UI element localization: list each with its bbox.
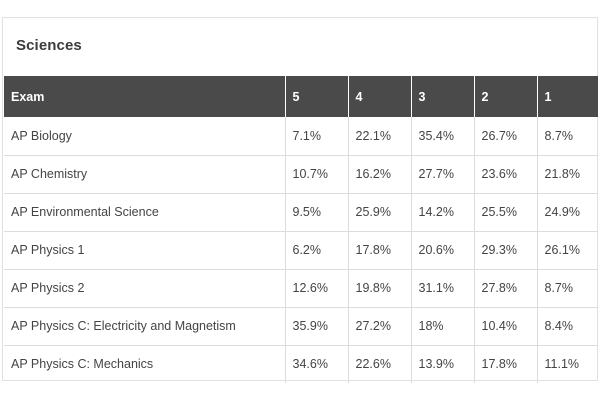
table-row: AP Biology 7.1% 22.1% 35.4% 26.7% 8.7%: [4, 117, 598, 156]
score-1-cell: 11.1%: [544, 357, 580, 372]
score-4-cell: 22.1%: [348, 117, 412, 156]
header-row: Exam 5 4 3 2 1: [4, 76, 598, 117]
table-header: Exam 5 4 3 2 1: [4, 76, 598, 117]
score-5-cell: 9.5%: [285, 193, 349, 232]
exam-name-cell: AP Biology: [4, 117, 286, 156]
header-score-3: 3: [411, 76, 475, 117]
score-3-cell: 13.9%: [411, 345, 475, 383]
score-1-cell: 21.8%: [537, 155, 598, 194]
score-2-cell: 10.4%: [474, 307, 538, 346]
score-3-cell: 18%: [411, 307, 475, 346]
table-row: AP Environmental Science 9.5% 25.9% 14.2…: [4, 193, 598, 232]
exam-name-cell: AP Physics C: Electricity and Magnetism: [4, 307, 286, 346]
score-1-cell: 24.9%: [537, 193, 598, 232]
header-score-5: 5: [285, 76, 349, 117]
table-row: AP Chemistry 10.7% 16.2% 27.7% 23.6% 21.…: [4, 155, 598, 194]
header-score-4: 4: [348, 76, 412, 117]
table-row: AP Physics C: Electricity and Magnetism …: [4, 307, 598, 346]
score-5-cell: 12.6%: [285, 269, 349, 308]
score-5-cell: 34.6%: [285, 345, 349, 383]
score-5-cell: 6.2%: [285, 231, 349, 270]
score-2-cell: 17.8%: [474, 345, 538, 383]
score-2-cell: 25.5%: [474, 193, 538, 232]
score-5-cell: 10.7%: [285, 155, 349, 194]
score-1-cell: 8.7%: [537, 269, 598, 308]
score-1-cell: 8.7%: [537, 117, 598, 156]
score-3-cell: 20.6%: [411, 231, 475, 270]
table-row: AP Physics C: Mechanics 34.6% 22.6% 13.9…: [4, 345, 598, 383]
score-4-cell: 25.9%: [348, 193, 412, 232]
table-row: AP Physics 2 12.6% 19.8% 31.1% 27.8% 8.7…: [4, 269, 598, 308]
score-3-cell: 31.1%: [411, 269, 475, 308]
table-row: AP Physics 1 6.2% 17.8% 20.6% 29.3% 26.1…: [4, 231, 598, 270]
score-2-cell: 26.7%: [474, 117, 538, 156]
score-2-cell: 27.8%: [474, 269, 538, 308]
score-3-cell: 14.2%: [411, 193, 475, 232]
score-4-cell: 16.2%: [348, 155, 412, 194]
sciences-card: Sciences Exam 5 4 3 2 1 AP Biology 7.1% …: [2, 17, 598, 383]
header-score-1: 1: [544, 89, 552, 104]
exam-name-cell: AP Physics 2: [4, 269, 286, 308]
header-score-2: 2: [474, 76, 538, 117]
score-5-cell: 35.9%: [285, 307, 349, 346]
score-3-cell: 27.7%: [411, 155, 475, 194]
exam-name-cell: AP Environmental Science: [4, 193, 286, 232]
table-body: AP Biology 7.1% 22.1% 35.4% 26.7% 8.7% A…: [4, 117, 598, 383]
score-4-cell: 22.6%: [348, 345, 412, 383]
score-3-cell: 35.4%: [411, 117, 475, 156]
score-2-cell: 29.3%: [474, 231, 538, 270]
score-1-cell: 8.4%: [537, 307, 598, 346]
exam-name-cell: AP Chemistry: [4, 155, 286, 194]
header-exam: Exam: [4, 76, 286, 117]
score-distribution-table: Exam 5 4 3 2 1 AP Biology 7.1% 22.1% 35.…: [4, 76, 598, 383]
card-title: Sciences: [16, 37, 82, 54]
score-4-cell: 17.8%: [348, 231, 412, 270]
score-4-cell: 27.2%: [348, 307, 412, 346]
score-4-cell: 19.8%: [348, 269, 412, 308]
score-1-cell: 26.1%: [537, 231, 598, 270]
exam-name-cell: AP Physics 1: [4, 231, 286, 270]
score-2-cell: 23.6%: [474, 155, 538, 194]
exam-name-cell: AP Physics C: Mechanics: [4, 345, 286, 383]
score-5-cell: 7.1%: [285, 117, 349, 156]
